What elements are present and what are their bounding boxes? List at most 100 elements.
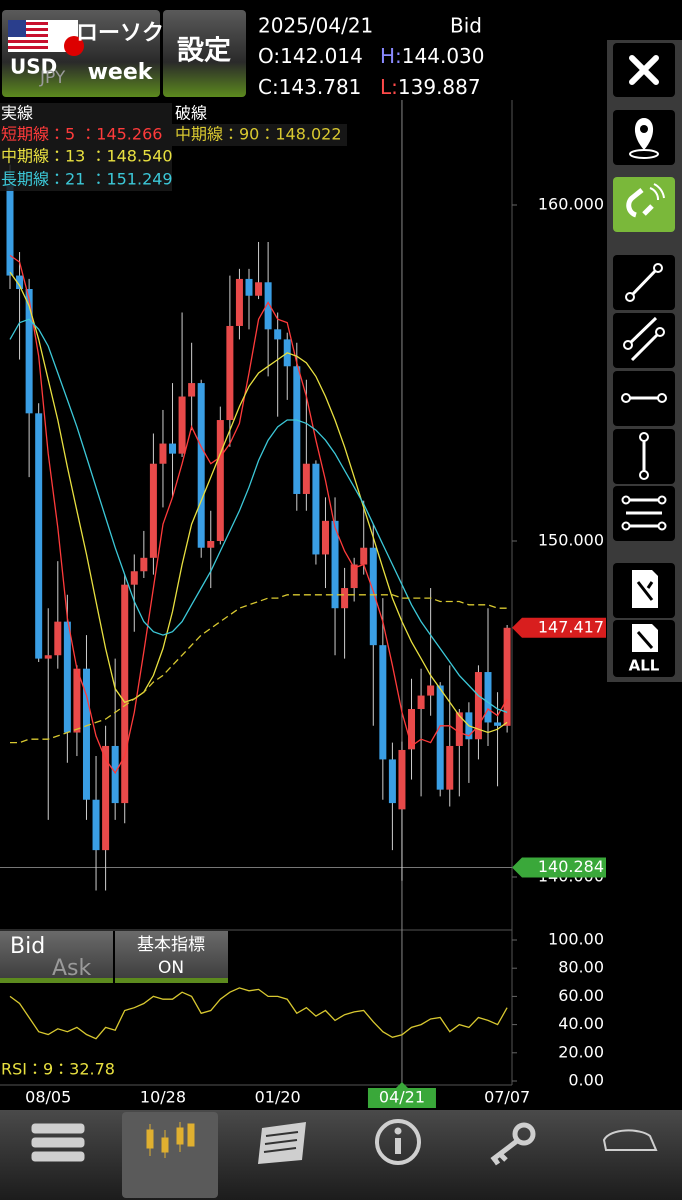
login-icon: [490, 1122, 536, 1166]
indicator-label: 基本指標: [137, 935, 205, 955]
location-tool[interactable]: [613, 110, 675, 165]
candle-body: [369, 547, 377, 646]
moving-average: [9, 254, 508, 775]
magnet-tool[interactable]: [613, 177, 675, 232]
candle-body: [25, 289, 33, 414]
settings-label: 設定: [177, 36, 231, 67]
y-tick-label: 0.00: [568, 1071, 604, 1090]
indicator-state: ON: [158, 958, 184, 978]
period: week: [88, 60, 154, 85]
chart-icon: [146, 1122, 195, 1158]
candle-body: [6, 184, 14, 276]
price-tag: [512, 857, 606, 878]
candle-body: [427, 685, 435, 696]
candle-body: [35, 413, 43, 659]
moving-average: [9, 271, 508, 734]
delete-tool[interactable]: [613, 563, 675, 618]
pair-top: USD: [10, 55, 57, 79]
y-tick-label: 40.00: [558, 1014, 604, 1033]
ohlc-item: O:142.014: [258, 44, 363, 68]
price-tag: [512, 617, 606, 638]
candle-body: [92, 799, 100, 851]
fibonacci-tool[interactable]: [613, 486, 675, 541]
x-tick-pointer: [395, 1082, 408, 1088]
indicator-toggle[interactable]: 基本指標 ON: [115, 931, 228, 983]
candle-body: [16, 275, 24, 290]
ask-label: Ask: [52, 956, 92, 981]
legend: 短期線：5 ：145.266 中期線：13 ：148.540 長期線：21 ：151…: [1, 125, 342, 189]
bid-ask-toggle[interactable]: Bid Ask: [0, 931, 113, 983]
price-tag-label: 140.284: [538, 857, 604, 876]
legend-heading: 実線: [1, 104, 33, 123]
nav-bg: [0, 1110, 682, 1200]
candle-body: [408, 709, 416, 750]
x-tick-label: 04/21: [379, 1088, 425, 1107]
chart-type-button[interactable]: ローソク USD JPY week: [2, 10, 164, 97]
candle-body: [216, 420, 224, 542]
pair-bottom: JPY: [39, 68, 66, 88]
ohlc-item: C:143.781: [258, 75, 361, 99]
candle-body: [446, 745, 454, 790]
candle-body: [197, 383, 205, 548]
candle-body: [398, 749, 406, 810]
ohlc-label: O:: [258, 44, 280, 68]
flag-jp-sun: [64, 36, 84, 56]
candle-body: [159, 443, 167, 464]
x-tick-label: 08/05: [25, 1088, 71, 1107]
news-icon: [258, 1122, 306, 1164]
ohlc-value: 144.030: [402, 44, 485, 68]
candle-body: [169, 443, 177, 454]
ohlc-label: C:: [258, 75, 279, 99]
candle-body: [341, 588, 349, 609]
y-tick-label: 20.00: [558, 1042, 604, 1061]
ohlc-item: L:139.887: [380, 75, 481, 99]
candle-body: [321, 520, 329, 555]
candle-body: [44, 655, 52, 659]
info-icon: [375, 1119, 421, 1165]
candle-body: [503, 627, 511, 726]
horizontal-line-tool[interactable]: [613, 371, 675, 426]
candle-body: [312, 463, 320, 555]
vertical-line-tool[interactable]: [613, 429, 675, 484]
candle-body: [226, 325, 234, 421]
button-accent: [115, 978, 228, 983]
date: 2025/04/21: [258, 14, 373, 38]
legend-bg: [172, 124, 347, 146]
rsi-label: RSI：9：32.78: [1, 1060, 115, 1079]
candle-body: [436, 685, 444, 790]
ohlc-value: 143.781: [279, 75, 362, 99]
delete-all-label: ALL: [629, 657, 660, 675]
legend-entry: 長期線：21 ：151.249: [1, 170, 173, 189]
ohlc-item: H:144.030: [380, 44, 485, 68]
candle-body: [379, 645, 387, 760]
channel-tool[interactable]: [613, 313, 675, 368]
rsi-line: [9, 987, 508, 1040]
plot: 140.000150.000160.0000.0020.0040.0060.00…: [0, 100, 606, 1108]
flag-canton: [8, 20, 26, 37]
rate-icon: [31, 1123, 85, 1162]
candle-body: [302, 463, 310, 494]
candle-body: [149, 463, 157, 558]
button-bg: [163, 10, 246, 97]
bid-label: Bid: [10, 934, 45, 959]
candle-body: [130, 571, 138, 585]
settings-button[interactable]: 設定: [163, 10, 246, 97]
button-bg: [115, 931, 228, 983]
delete-all-tool[interactable]: ALL: [613, 620, 675, 677]
candle-body: [188, 383, 196, 397]
candle-body: [54, 621, 62, 656]
candle-body: [178, 396, 186, 454]
candle-body: [207, 541, 215, 548]
candle-body: [455, 712, 463, 746]
trendline-tool[interactable]: [613, 255, 675, 310]
candle-body: [417, 695, 425, 710]
x-tick-label: 10/28: [140, 1088, 186, 1107]
moving-average: [9, 318, 508, 714]
candle-body: [102, 745, 110, 851]
y-tick-label: 100.00: [548, 930, 604, 949]
candle-body: [140, 557, 148, 572]
close-tool[interactable]: [613, 43, 675, 97]
legend-heading: 破線: [175, 104, 207, 123]
y-tick-label: 60.00: [558, 986, 604, 1005]
